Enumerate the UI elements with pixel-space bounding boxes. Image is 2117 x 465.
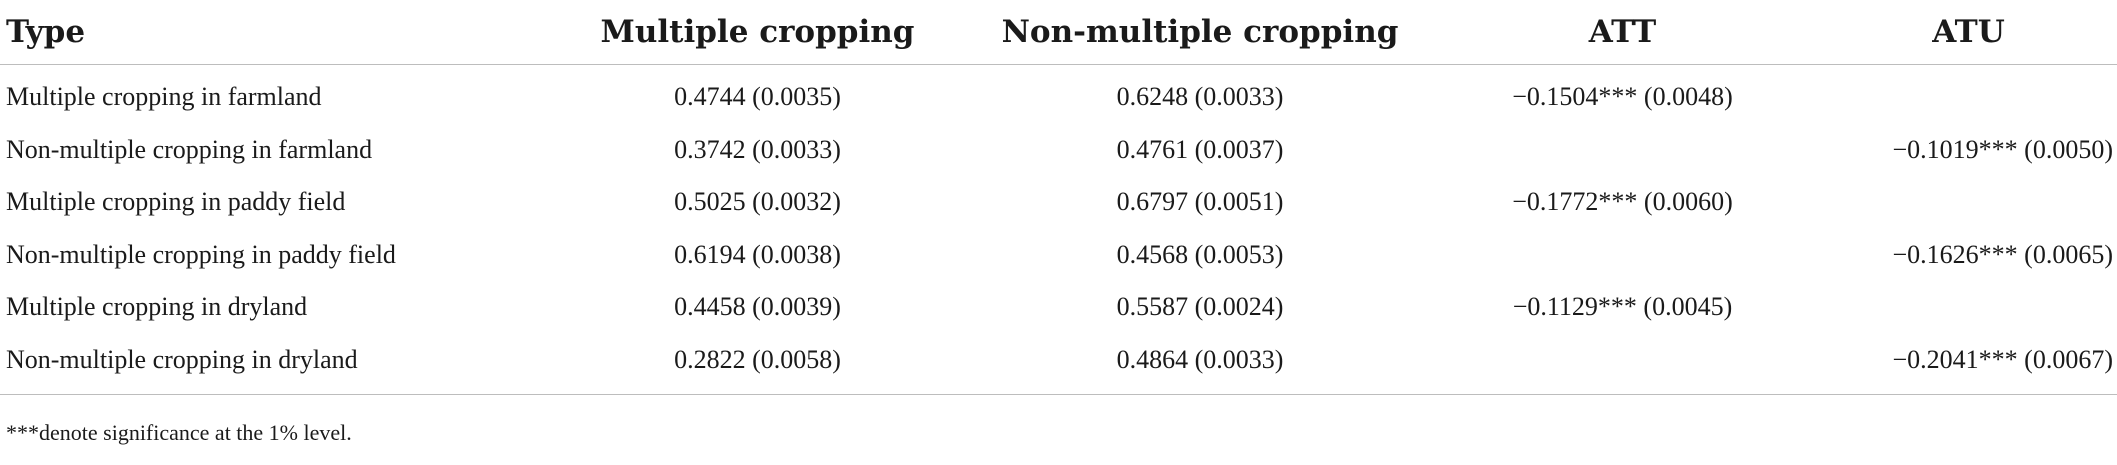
cell-att [1425,229,1820,282]
cell-non-multiple: 0.6797 (0.0051) [1116,187,1284,217]
table-row: Non-multiple cropping in dryland 0.2822 … [0,333,2117,395]
cell-att [1425,333,1820,395]
cell-atu: −0.1019*** (0.0050) [1892,134,2113,164]
header-atu: ATU [1820,0,2117,65]
cell-multiple: 0.5025 (0.0032) [674,187,841,217]
header-non-multiple-cropping: Non-multiple cropping [975,0,1425,65]
cell-non-multiple: 0.5587 (0.0024) [1116,292,1284,322]
header-multiple-cropping: Multiple cropping [540,0,975,65]
table-body: Multiple cropping in farmland 0.4744 (0.… [0,65,2117,395]
table-footnote: ***denote significance at the 1% level. [6,420,352,445]
cell-multiple: 0.4744 (0.0035) [674,82,841,112]
cell-non-multiple: 0.4568 (0.0053) [1116,239,1284,269]
table-row: Multiple cropping in paddy field 0.5025 … [0,176,2117,229]
cell-multiple: 0.2822 (0.0058) [540,333,975,395]
cell-att: −0.1772*** (0.0060) [1512,187,1733,217]
cell-att: −0.1504*** (0.0048) [1512,82,1733,112]
results-table: Type Multiple cropping Non-multiple crop… [0,0,2117,395]
cell-type: Multiple cropping in dryland [6,292,308,322]
cell-atu [1820,65,2117,124]
cell-non-multiple: 0.4864 (0.0033) [975,333,1425,395]
table-row: Non-multiple cropping in paddy field 0.6… [0,229,2117,282]
cell-atu [1820,176,2117,229]
header-att: ATT [1425,0,1820,65]
cell-type: Multiple cropping in paddy field [6,187,346,217]
cell-multiple: 0.3742 (0.0033) [674,134,841,164]
results-table-container: Type Multiple cropping Non-multiple crop… [0,0,2117,395]
cell-multiple: 0.6194 (0.0038) [674,239,841,269]
table-row: Non-multiple cropping in farmland 0.3742… [0,124,2117,177]
cell-atu: −0.2041*** (0.0067) [1820,333,2117,395]
cell-non-multiple: 0.4761 (0.0037) [1116,134,1284,164]
cell-att: −0.1129*** (0.0045) [1512,292,1733,322]
table-row: Multiple cropping in dryland 0.4458 (0.0… [0,281,2117,334]
cell-att [1425,124,1820,177]
cell-multiple: 0.4458 (0.0039) [674,292,841,322]
cell-type: Non-multiple cropping in paddy field [6,239,396,269]
cell-non-multiple: 0.6248 (0.0033) [1116,82,1284,112]
header-type: Type [0,0,540,65]
cell-atu [1820,281,2117,334]
cell-atu: −0.1626*** (0.0065) [1892,239,2113,269]
cell-type: Non-multiple cropping in dryland [0,333,540,395]
cell-type: Multiple cropping in farmland [6,82,322,112]
table-header: Type Multiple cropping Non-multiple crop… [0,0,2117,65]
header-row: Type Multiple cropping Non-multiple crop… [0,0,2117,65]
cell-type: Non-multiple cropping in farmland [6,134,373,164]
table-row: Multiple cropping in farmland 0.4744 (0.… [0,65,2117,124]
